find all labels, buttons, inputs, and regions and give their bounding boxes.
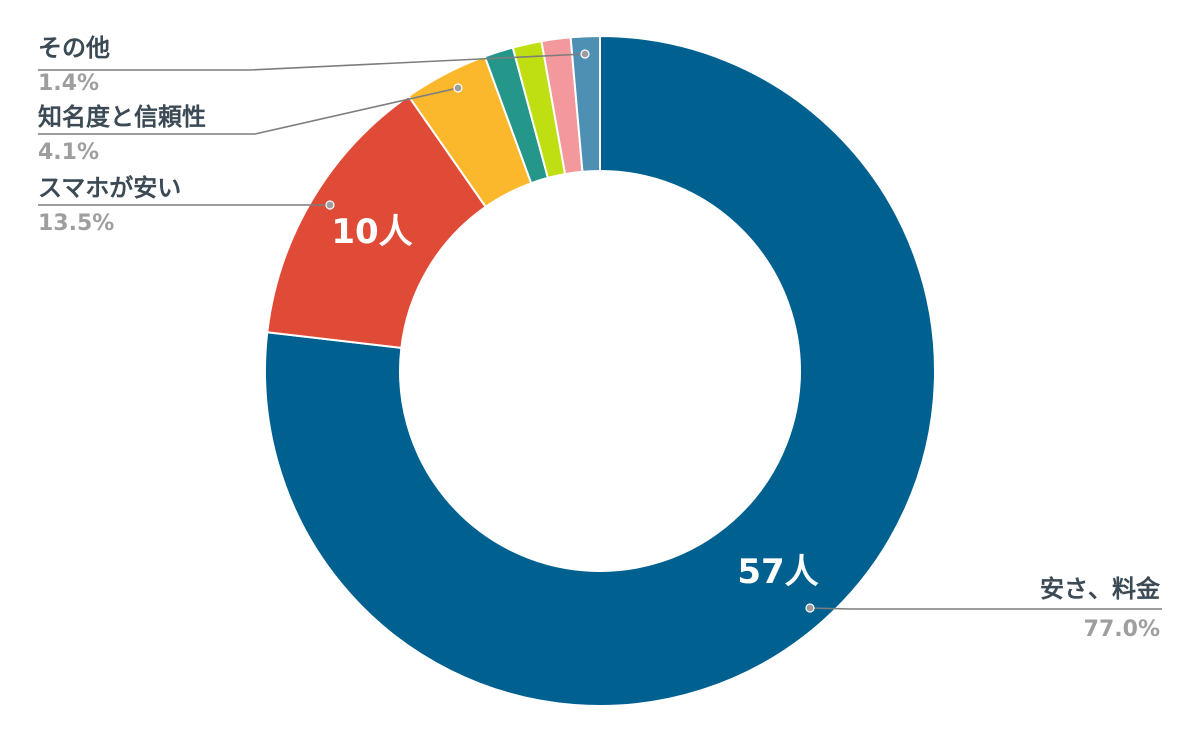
slice-2-percent-label: 13.5% [38,211,114,236]
slice-1-name-label: 安さ、料金 [1040,575,1161,603]
slice-3-name-label: 知名度と信頼性 [38,103,206,131]
slice-1-leader-dot [805,603,815,613]
slice-2-count-label: 10人 [331,212,412,252]
slice-1-count-label: 57人 [737,552,818,592]
slice-2-name-label: スマホが安い [38,174,181,202]
slice-3-leader-line [38,87,459,135]
donut-slices [264,34,936,707]
slice-3-leader-dot [453,83,463,93]
slice-1-arc [264,34,936,707]
slice-1-leader-line [809,607,1162,610]
slice-7-leader-line [38,53,586,71]
slice-7-percent-label: 1.4% [38,71,99,96]
slice-2-leader-dot [325,200,335,210]
slice-7-leader-dot [580,49,590,59]
slice-7-arc [569,34,601,173]
slice-1-percent-label: 77.0% [1084,617,1160,642]
slice-3-percent-label: 4.1% [38,140,99,165]
slice-7-name-label: その他 [38,34,110,62]
callout-leaders [38,49,1162,613]
